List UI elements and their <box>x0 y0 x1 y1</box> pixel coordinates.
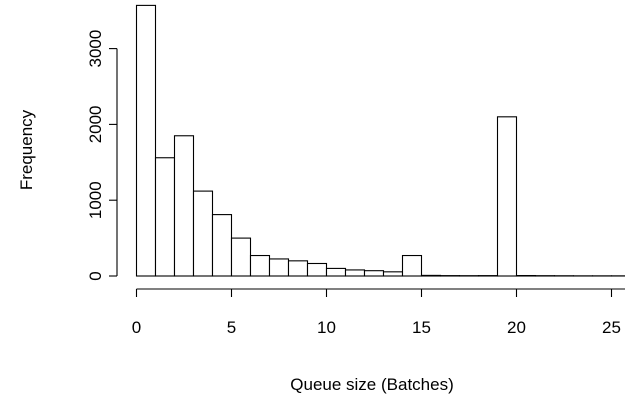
histogram-bar-6 <box>249 254 271 277</box>
x-axis: 0 5 10 15 20 25 <box>132 288 625 337</box>
x-tick-label-4: 20 <box>507 318 526 337</box>
y-axis: 0 1000 2000 3000 <box>86 30 118 281</box>
histogram-bar-7 <box>268 258 290 277</box>
histogram-bar-15 <box>420 274 442 277</box>
y-tick-label-0: 0 <box>86 271 105 280</box>
histogram-bar-8 <box>287 260 309 277</box>
y-tick-label-2: 2000 <box>86 105 105 143</box>
histogram-bar-10 <box>325 267 347 277</box>
histogram-bar-2 <box>173 135 195 277</box>
histogram-bar-19 <box>496 116 518 277</box>
x-tick-label-5: 25 <box>602 318 621 337</box>
y-tick-label-3: 3000 <box>86 30 105 68</box>
histogram-bar-1 <box>154 157 176 277</box>
histogram-bar-11 <box>344 269 366 277</box>
histogram-bar-4 <box>211 214 233 277</box>
histogram-bar-0 <box>135 4 157 277</box>
x-tick-label-3: 15 <box>412 318 431 337</box>
x-axis-title: Queue size (Batches) <box>290 375 453 394</box>
histogram-bar-3 <box>192 190 214 277</box>
histogram-bar-14 <box>401 254 423 277</box>
histogram-bar-13 <box>382 271 404 277</box>
x-tick-label-0: 0 <box>132 318 141 337</box>
y-axis-title: Frequency <box>17 109 36 190</box>
bars-group <box>135 4 625 277</box>
histogram-bar-5 <box>230 237 252 277</box>
x-tick-label-1: 5 <box>227 318 236 337</box>
x-tick-label-2: 10 <box>317 318 336 337</box>
histogram-bar-12 <box>363 270 385 277</box>
histogram-bar-9 <box>306 262 328 277</box>
y-tick-label-1: 1000 <box>86 181 105 219</box>
